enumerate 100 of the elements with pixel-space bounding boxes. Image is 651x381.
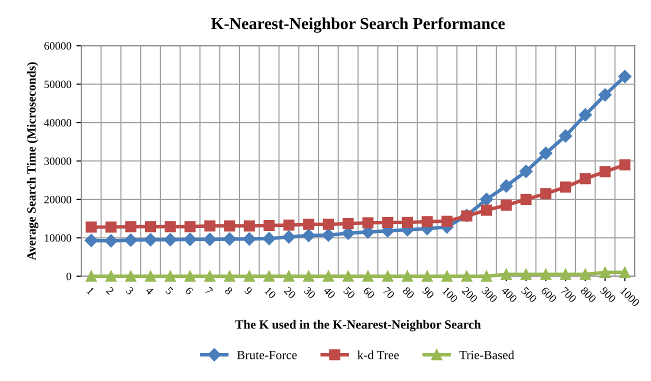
point [618, 70, 632, 84]
point [203, 232, 216, 246]
point [283, 220, 294, 231]
point [580, 173, 591, 184]
point [322, 228, 335, 242]
x-tick-label: 2 [106, 286, 114, 295]
point [362, 270, 374, 282]
point [86, 221, 97, 233]
point [500, 268, 512, 280]
x-tick-label: 6 [184, 286, 194, 296]
point [480, 192, 494, 206]
point [303, 218, 314, 230]
y-tick-label: 30000 [44, 157, 72, 165]
point [183, 232, 197, 246]
x-tick-label: 200 [462, 286, 478, 303]
legend-label: Trie-Based [459, 350, 514, 360]
point [223, 232, 236, 246]
x-tick-label: 1000 [620, 286, 640, 307]
x-tick-label: 100 [442, 286, 458, 303]
point [104, 234, 118, 248]
x-tick-label: 60 [362, 286, 376, 300]
point [382, 216, 394, 228]
point [520, 268, 532, 280]
x-tick-label: 80 [402, 286, 415, 300]
x-axis-title: The K used in the K-Nearest-Neighbor Search [235, 320, 481, 332]
point [144, 233, 158, 246]
point [382, 270, 394, 282]
point [461, 270, 472, 282]
point [342, 270, 354, 282]
point [540, 268, 552, 280]
x-tick-label: 700 [560, 286, 577, 303]
point [144, 270, 156, 282]
point [500, 200, 512, 211]
x-tick-label: 40 [323, 286, 336, 300]
x-tick-label: 600 [540, 286, 558, 303]
point [264, 270, 275, 282]
point [539, 146, 552, 160]
point [578, 108, 592, 122]
point [204, 220, 216, 232]
point [124, 234, 138, 247]
point [144, 221, 156, 232]
x-tick-label: 8 [224, 286, 233, 296]
point [164, 233, 177, 246]
point [184, 270, 196, 282]
point [598, 88, 612, 102]
point [244, 270, 255, 282]
x-tick-label: 1 [86, 286, 94, 295]
point [204, 270, 216, 282]
point [619, 266, 630, 278]
point [184, 221, 196, 232]
point [224, 220, 236, 232]
point [600, 266, 611, 278]
x-tick-label: 10 [264, 286, 276, 300]
point [264, 220, 275, 232]
point [558, 129, 572, 143]
point [402, 270, 414, 282]
point [244, 220, 255, 232]
point [282, 230, 296, 244]
legend-label: Brute-Force [237, 350, 297, 360]
x-tick-label: 900 [600, 286, 616, 303]
x-tick-label: 30 [303, 286, 316, 300]
x-tick-label: 4 [145, 286, 154, 296]
point [303, 270, 314, 282]
legend-label: k-d Tree [357, 350, 399, 360]
point [86, 270, 97, 282]
x-tick-label: 7 [204, 286, 214, 296]
y-tick-label: 40000 [44, 119, 72, 127]
point [105, 270, 117, 282]
point [520, 194, 532, 205]
y-tick-label: 50000 [44, 80, 72, 88]
point [342, 218, 354, 230]
point [422, 216, 433, 228]
point [441, 216, 453, 227]
point [600, 166, 611, 178]
x-tick-label: 70 [382, 286, 396, 300]
point [302, 228, 316, 242]
point [362, 217, 374, 228]
point [164, 270, 176, 282]
y-tick-label: 10000 [44, 234, 72, 242]
point [322, 270, 334, 282]
x-tick-label: 800 [580, 286, 597, 303]
x-tick-label: 20 [284, 286, 296, 300]
point [560, 268, 572, 280]
point [262, 232, 276, 246]
x-tick-label: 90 [422, 286, 435, 300]
x-tick-label: 300 [481, 286, 498, 303]
point [322, 218, 334, 230]
point [580, 268, 591, 280]
point [441, 270, 453, 282]
point [125, 221, 136, 232]
point [164, 221, 176, 232]
x-tick-label: 50 [343, 286, 356, 300]
y-tick-label: 0 [66, 272, 72, 280]
y-tick-label: 20000 [44, 196, 72, 204]
point [480, 270, 492, 282]
x-tick-label: 9 [244, 286, 253, 296]
x-tick-label: 500 [520, 286, 538, 303]
point [422, 270, 433, 282]
point [500, 179, 513, 193]
point [283, 270, 294, 282]
